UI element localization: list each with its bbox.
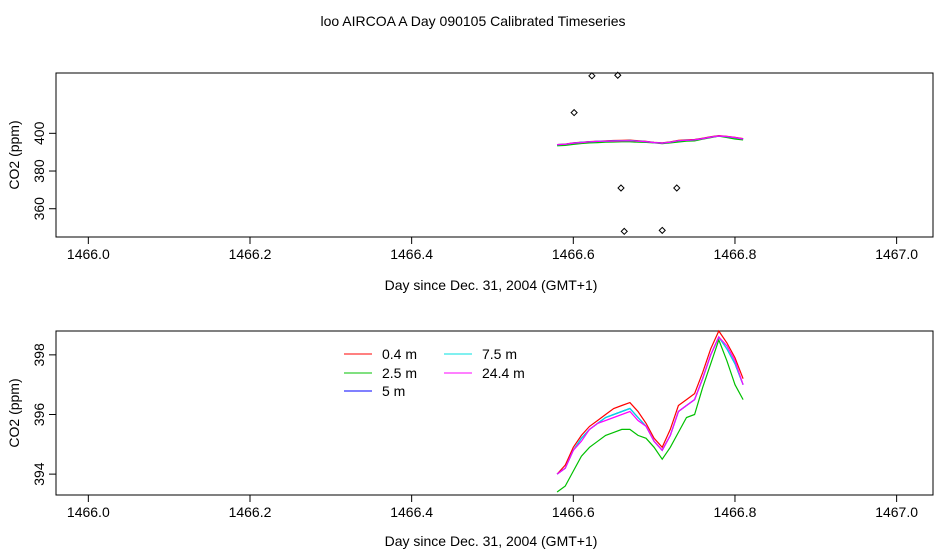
legend-label: 0.4 m [382, 346, 417, 362]
x-tick-label: 1466.8 [714, 504, 757, 520]
y-axis: 360 380 400 [31, 121, 57, 221]
series-line [556, 335, 744, 475]
x-tick-label: 1467.0 [875, 504, 918, 520]
y-axis-label: CO2 (ppm) [6, 378, 22, 447]
y-tick-label: 398 [31, 343, 47, 367]
x-tick-label: 1466.0 [67, 504, 110, 520]
x-tick-label: 1466.2 [229, 246, 272, 262]
y-tick-label: 400 [31, 121, 47, 145]
x-tick-label: 1466.0 [67, 246, 110, 262]
series-line [556, 338, 744, 493]
panel-top: 1466.0 1466.2 1466.4 1466.6 1466.8 1467.0 360… [6, 71, 934, 293]
x-axis: 1466.0 1466.2 1466.4 1466.6 1466.8 1467.0 [67, 494, 918, 520]
series-line [557, 135, 744, 146]
y-tick-label: 396 [31, 403, 47, 427]
x-axis-label: Day since Dec. 31, 2004 (GMT+1) [385, 277, 598, 293]
x-axis-label: Day since Dec. 31, 2004 (GMT+1) [385, 533, 598, 549]
legend: 0.4 m 2.5 m 5 m 7.5 m 24.4 m [344, 346, 525, 399]
series-line [556, 335, 744, 475]
data-point [614, 71, 622, 79]
x-axis: 1466.0 1466.2 1466.4 1466.6 1466.8 1467.0 [67, 236, 918, 262]
y-tick-label: 394 [31, 462, 47, 486]
data-point [620, 227, 628, 236]
y-axis: 394 396 398 [31, 343, 57, 486]
legend-label: 2.5 m [382, 365, 417, 381]
series-layer [556, 329, 744, 493]
data-point [617, 184, 625, 192]
x-tick-label: 1466.2 [229, 504, 272, 520]
x-tick-label: 1466.6 [552, 246, 595, 262]
series-line [556, 329, 744, 475]
panel-bottom: 1466.0 1466.2 1466.4 1466.6 1466.8 1467.0 394… [6, 329, 934, 549]
x-tick-label: 1467.0 [875, 246, 918, 262]
points-layer [570, 71, 681, 236]
y-axis-label: CO2 (ppm) [6, 120, 22, 189]
legend-label: 7.5 m [482, 346, 517, 362]
y-tick-label: 360 [31, 197, 47, 221]
x-tick-label: 1466.8 [714, 246, 757, 262]
x-tick-label: 1466.6 [552, 504, 595, 520]
x-tick-label: 1466.4 [390, 246, 433, 262]
series-line [557, 135, 744, 147]
plot-frame [55, 72, 934, 238]
y-tick-label: 380 [31, 159, 47, 183]
legend-label: 5 m [382, 383, 405, 399]
data-point [658, 226, 666, 235]
x-tick-label: 1466.4 [390, 504, 433, 520]
figure-title: loo AIRCOA A Day 090105 Calibrated Times… [320, 13, 625, 29]
data-point [588, 72, 596, 80]
series-layer [557, 134, 744, 147]
legend-label: 24.4 m [482, 365, 525, 381]
data-point [673, 184, 681, 192]
series-line [556, 335, 744, 475]
data-point [570, 108, 578, 117]
